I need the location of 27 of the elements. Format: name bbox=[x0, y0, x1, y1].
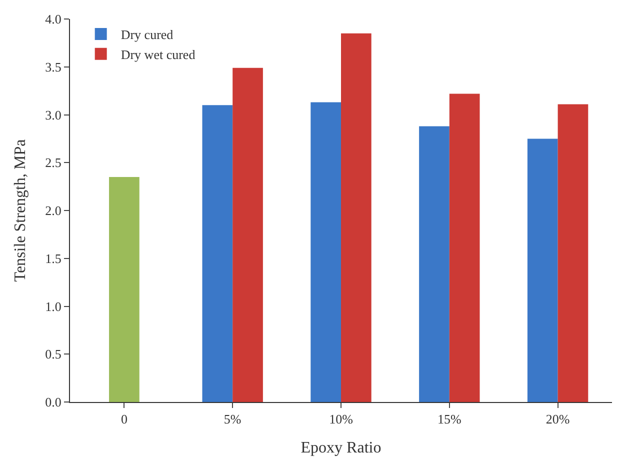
bar bbox=[341, 33, 372, 402]
y-tick-label: 0.5 bbox=[45, 346, 62, 362]
bar bbox=[310, 102, 341, 402]
y-tick-label: 3.0 bbox=[45, 107, 62, 122]
x-tick-label: 10% bbox=[329, 412, 354, 427]
bar bbox=[109, 176, 140, 402]
x-axis-title: Epoxy Ratio bbox=[300, 439, 382, 456]
y-tick-label: 0.0 bbox=[45, 394, 62, 410]
x-tick-label: 15% bbox=[437, 412, 462, 427]
legend-label: Dry wet cured bbox=[120, 46, 196, 62]
y-axis-title: Tensile Strength, MPa bbox=[12, 139, 30, 282]
y-tick-label: 2.0 bbox=[45, 203, 62, 218]
bar bbox=[202, 105, 233, 402]
y-tick-label: 3.5 bbox=[45, 59, 62, 74]
y-tick-label: 4.0 bbox=[45, 12, 62, 27]
y-tick-label: 2.5 bbox=[45, 155, 62, 170]
x-tick-label: 0 bbox=[120, 412, 128, 427]
y-tick-label: 1.5 bbox=[45, 250, 62, 266]
x-tick-label: 20% bbox=[546, 412, 570, 427]
bar bbox=[527, 138, 558, 402]
bar bbox=[449, 94, 480, 402]
bar bbox=[232, 68, 263, 402]
x-tick-label: 5% bbox=[224, 412, 242, 427]
bar bbox=[558, 104, 588, 402]
legend-label: Dry cured bbox=[120, 27, 174, 42]
y-tick-label: 1.0 bbox=[45, 298, 62, 314]
bar bbox=[419, 126, 450, 402]
